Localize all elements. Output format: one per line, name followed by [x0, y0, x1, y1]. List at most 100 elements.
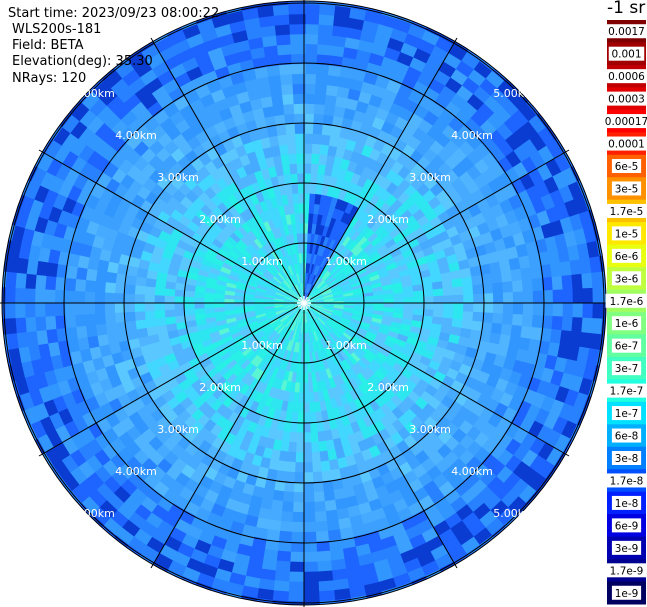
heatmap-cell — [511, 313, 524, 328]
heatmap-cell — [393, 303, 405, 309]
heatmap-cell — [64, 301, 76, 316]
heatmap-cell — [36, 113, 56, 135]
heatmap-cell — [15, 330, 29, 349]
heatmap-cell — [333, 341, 342, 353]
heatmap-cell — [54, 314, 67, 330]
range-ring-label: 4.00km — [451, 129, 493, 142]
heatmap-cell — [356, 372, 368, 385]
heatmap-cell — [277, 133, 289, 146]
heatmap-cell — [559, 260, 573, 278]
heatmap-cell — [266, 286, 277, 293]
colorbar-segment — [607, 446, 646, 470]
heatmap-cell — [321, 337, 330, 349]
heatmap-cell — [238, 343, 250, 354]
heatmap-cell — [268, 240, 278, 252]
heatmap-cell — [67, 251, 81, 268]
heatmap-cell — [317, 163, 327, 176]
heatmap-cell — [256, 235, 267, 247]
heatmap-cell — [548, 399, 565, 419]
heatmap-cell — [519, 173, 536, 192]
heatmap-cell — [343, 297, 355, 302]
heatmap-cell — [326, 449, 338, 462]
heatmap-cell — [296, 162, 305, 174]
heatmap-cell — [170, 175, 186, 190]
heatmap-cell — [238, 186, 251, 200]
heatmap-cell — [289, 421, 298, 433]
heatmap-cell — [304, 172, 312, 184]
heatmap-cell — [278, 369, 286, 381]
heatmap-cell — [271, 580, 290, 593]
heatmap-cell — [562, 129, 582, 151]
heatmap-cell — [345, 327, 357, 337]
heatmap-cell — [534, 180, 551, 200]
heatmap-cell — [541, 315, 554, 331]
heatmap-cell — [454, 528, 475, 547]
heatmap-cell — [55, 326, 68, 343]
heatmap-cell — [164, 181, 179, 197]
heatmap-cell — [283, 305, 295, 309]
heatmap-cell — [332, 310, 344, 316]
heatmap-cell — [84, 290, 96, 303]
heatmap-cell — [55, 262, 69, 279]
heatmap-cell — [128, 560, 150, 580]
heatmap-cell — [108, 341, 122, 355]
heatmap-cell — [398, 548, 418, 565]
heatmap-cell — [363, 202, 376, 215]
heatmap-cell — [39, 170, 57, 190]
heatmap-cell — [479, 331, 492, 344]
heatmap-cell — [393, 292, 405, 299]
heatmap-cell — [260, 95, 275, 109]
heatmap-cell — [422, 416, 438, 431]
heatmap-cell — [395, 539, 414, 556]
heatmap-cell — [89, 244, 103, 260]
heatmap-cell — [367, 270, 380, 279]
heatmap-cell — [336, 456, 348, 470]
heatmap-cell — [199, 357, 213, 369]
heatmap-cell — [275, 290, 286, 296]
heatmap-cell — [274, 367, 283, 380]
heatmap-cell — [390, 247, 403, 259]
colorbar-label-box — [611, 361, 642, 376]
heatmap-cell — [315, 278, 324, 288]
heatmap-cell — [273, 249, 282, 260]
heatmap-cell — [423, 175, 439, 191]
colorbar-segment — [607, 244, 646, 268]
heatmap-cell — [559, 330, 573, 347]
heatmap-cell — [294, 311, 300, 322]
heatmap-cell — [214, 361, 227, 373]
heatmap-cell — [327, 262, 336, 273]
heatmap-cell — [251, 327, 263, 336]
heatmap-cell — [232, 262, 244, 272]
heatmap-cell — [521, 314, 534, 329]
heatmap-cell — [304, 93, 317, 105]
heatmap-cell — [328, 366, 337, 379]
heatmap-cell — [307, 272, 311, 284]
heatmap-cell — [5, 171, 23, 193]
heatmap-cell — [508, 335, 522, 350]
heatmap-cell — [256, 334, 267, 344]
heatmap-cell — [552, 471, 572, 493]
heatmap-cell — [307, 382, 314, 394]
range-ring-label: 5.00km — [493, 87, 535, 100]
heatmap-cell — [355, 100, 371, 114]
heatmap-cell — [420, 221, 435, 235]
heatmap-cell — [283, 328, 291, 340]
heatmap-cell — [253, 300, 265, 303]
heatmap-cell — [45, 327, 59, 344]
heatmap-cell — [293, 253, 299, 265]
heatmap-cell — [315, 329, 323, 341]
heatmap-cell — [348, 216, 360, 229]
heatmap-cell — [314, 520, 329, 533]
heatmap-cell — [234, 287, 246, 294]
heatmap-cell — [591, 318, 603, 337]
heatmap-cell — [243, 302, 255, 307]
heatmap-cell — [239, 418, 252, 431]
heatmap-cell — [116, 329, 129, 343]
heatmap-cell — [228, 205, 241, 218]
heatmap-cell — [288, 153, 298, 165]
heatmap-cell — [281, 194, 290, 206]
heatmap-cell — [547, 249, 561, 266]
heatmap-cell — [329, 316, 341, 324]
heatmap-cell — [179, 232, 193, 245]
heatmap-cell — [283, 299, 295, 302]
